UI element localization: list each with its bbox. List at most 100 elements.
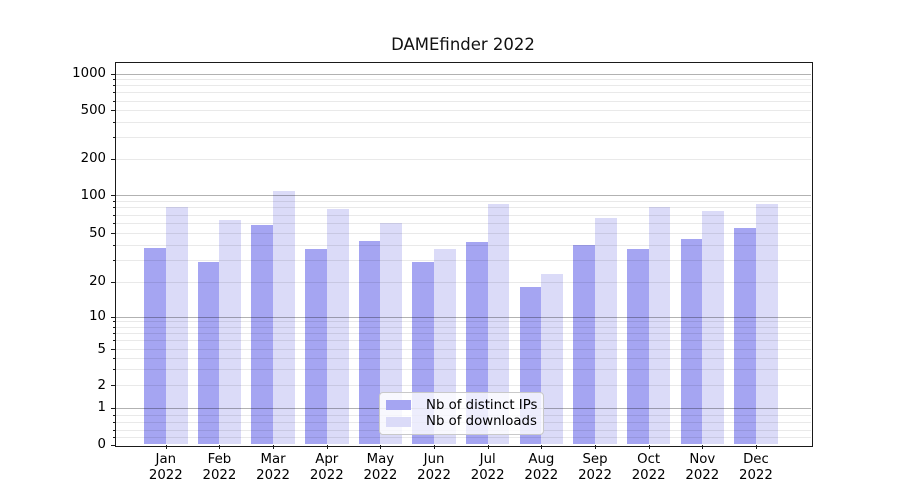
y-minor-tick-mark	[112, 349, 115, 350]
y-minor-tick-mark	[112, 429, 115, 431]
y-tick-mark	[110, 316, 115, 318]
minor-gridline	[115, 122, 811, 124]
bar-distinct-ips	[626, 248, 649, 445]
minor-gridline	[115, 357, 811, 359]
x-tick-mark	[165, 444, 167, 449]
minor-gridline	[115, 85, 811, 87]
minor-gridline	[115, 340, 811, 342]
y-tick-label: 1000	[72, 66, 106, 81]
y-tick-label: 500	[80, 102, 106, 118]
major-gridline	[115, 316, 811, 318]
bar-distinct-ips	[144, 247, 166, 445]
y-minor-tick-mark	[112, 137, 115, 139]
major-gridline	[115, 195, 811, 197]
x-tick-label: Sep 2022	[578, 451, 612, 484]
bar-distinct-ips	[734, 227, 756, 445]
y-minor-tick-mark	[112, 214, 115, 216]
y-minor-tick-mark	[112, 244, 115, 246]
x-tick-label: Apr 2022	[309, 451, 344, 484]
bar-distinct-ips	[573, 244, 595, 445]
x-tick-label: Oct 2022	[631, 451, 666, 484]
bar-downloads	[165, 207, 188, 445]
y-minor-tick-mark	[112, 369, 115, 371]
y-minor-tick-mark	[112, 79, 115, 81]
bar-downloads	[273, 190, 295, 445]
bar-distinct-ips	[197, 261, 220, 445]
minor-gridline	[115, 437, 811, 439]
minor-gridline	[115, 214, 811, 216]
y-minor-tick-mark	[112, 414, 115, 416]
legend-swatch-downloads	[386, 416, 411, 427]
minor-gridline	[115, 260, 811, 262]
minor-gridline	[115, 207, 811, 209]
y-minor-tick-mark	[112, 233, 115, 234]
y-tick-label: 0	[97, 437, 106, 452]
y-minor-tick-mark	[112, 321, 115, 323]
y-tick-mark	[110, 407, 115, 409]
minor-gridline	[115, 201, 811, 203]
minor-gridline	[115, 223, 811, 225]
legend-swatch-distinct-ips	[386, 400, 411, 411]
minor-gridline	[115, 333, 811, 335]
bar-downloads	[487, 204, 510, 445]
y-tick-mark	[110, 444, 115, 446]
bar-downloads	[702, 210, 725, 445]
x-tick-label: Jan 2022	[148, 451, 183, 484]
y-tick-label: 200	[80, 151, 106, 167]
minor-gridline	[115, 100, 811, 102]
y-tick-label: 20	[89, 274, 106, 289]
x-tick-label: Jun 2022	[417, 451, 451, 484]
x-tick-label: Feb 2022	[202, 451, 237, 484]
bar-distinct-ips	[304, 248, 327, 445]
minor-gridline	[115, 244, 811, 246]
y-minor-tick-mark	[112, 357, 115, 359]
bar-downloads	[648, 207, 671, 445]
y-tick-mark	[110, 195, 115, 197]
bar-distinct-ips	[251, 224, 274, 445]
x-tick-label: Dec 2022	[739, 451, 773, 484]
y-tick-label: 100	[80, 187, 106, 203]
x-tick-mark	[702, 444, 704, 449]
y-minor-tick-mark	[112, 437, 115, 439]
bar-distinct-ips	[358, 240, 381, 445]
legend: Nb of distinct IPs Nb of downloads	[379, 392, 544, 435]
y-minor-tick-mark	[112, 333, 115, 335]
x-tick-mark	[273, 444, 275, 449]
y-minor-tick-mark	[112, 281, 115, 283]
x-tick-mark	[219, 444, 221, 449]
minor-gridline	[115, 281, 811, 283]
y-tick-label: 10	[89, 309, 106, 324]
minor-gridline	[115, 110, 811, 112]
minor-gridline	[115, 349, 811, 350]
x-tick-mark	[326, 444, 328, 449]
x-tick-label: Aug 2022	[524, 451, 559, 484]
y-minor-tick-mark	[112, 122, 115, 124]
legend-label-distinct-ips: Nb of distinct IPs	[426, 397, 538, 413]
y-tick-label: 2	[97, 377, 106, 393]
y-minor-tick-mark	[112, 385, 115, 386]
x-tick-label: Nov 2022	[685, 451, 720, 484]
bar-downloads	[595, 217, 617, 445]
x-tick-mark	[595, 444, 596, 449]
x-tick-mark	[755, 444, 757, 449]
x-tick-mark	[648, 444, 650, 449]
x-tick-label: May 2022	[363, 451, 398, 484]
minor-gridline	[115, 233, 811, 234]
x-tick-mark	[541, 444, 543, 449]
y-tick-label: 50	[89, 225, 106, 241]
bar-downloads	[755, 203, 778, 445]
chart-title: DAMEfinder 2022	[391, 35, 535, 54]
bar-downloads	[541, 274, 564, 445]
minor-gridline	[115, 92, 811, 94]
y-minor-tick-mark	[112, 326, 115, 328]
y-minor-tick-mark	[112, 207, 115, 209]
y-tick-label: 5	[97, 341, 106, 357]
x-tick-label: Jul 2022	[470, 451, 505, 484]
y-minor-tick-mark	[112, 223, 115, 225]
minor-gridline	[115, 321, 811, 323]
y-minor-tick-mark	[112, 100, 115, 102]
y-minor-tick-mark	[112, 158, 115, 160]
x-tick-mark	[487, 444, 489, 449]
bar-downloads	[326, 208, 349, 445]
